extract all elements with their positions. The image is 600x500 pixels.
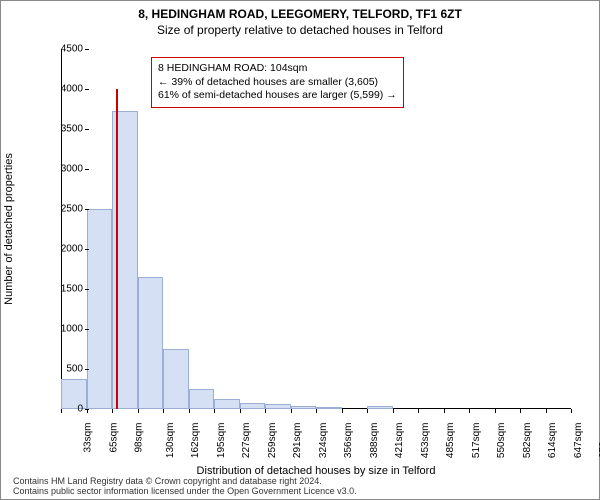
x-tick-mark [265,409,266,413]
y-tick-mark [85,209,89,210]
y-tick-mark [85,129,89,130]
x-tick-label: 130sqm [165,423,176,459]
x-tick-mark [444,409,445,413]
y-axis-label: Number of detached properties [3,153,15,305]
x-tick-label: 517sqm [471,423,482,459]
x-axis-label: Distribution of detached houses by size … [197,465,436,477]
y-tick-mark [85,169,89,170]
x-tick-mark [214,409,215,413]
x-tick-mark [61,409,62,413]
annotation-box: 8 HEDINGHAM ROAD: 104sqm ← 39% of detach… [151,57,404,108]
histogram-bar [367,406,393,409]
annotation-line3: 61% of semi-detached houses are larger (… [158,89,397,103]
histogram-bar [291,406,317,409]
x-tick-mark [495,409,496,413]
x-tick-mark [469,409,470,413]
histogram-bar [138,277,164,409]
x-tick-mark [163,409,164,413]
x-tick-label: 162sqm [190,423,201,459]
y-tick-label: 0 [77,404,83,415]
histogram-bar [87,209,113,409]
x-tick-label: 324sqm [318,423,329,459]
x-tick-mark [393,409,394,413]
x-tick-mark [87,409,88,413]
y-axis-line [61,49,62,409]
x-tick-label: 647sqm [573,423,584,459]
x-tick-label: 98sqm [134,423,145,453]
x-tick-label: 550sqm [496,423,507,459]
chart-title-line1: 8, HEDINGHAM ROAD, LEEGOMERY, TELFORD, T… [1,7,599,21]
x-tick-label: 291sqm [292,423,303,459]
x-tick-label: 421sqm [394,423,405,459]
x-tick-mark [112,409,113,413]
y-tick-label: 2500 [61,204,83,215]
y-tick-label: 1500 [61,284,83,295]
x-tick-mark [240,409,241,413]
x-tick-label: 65sqm [108,423,119,453]
chart-container: 8, HEDINGHAM ROAD, LEEGOMERY, TELFORD, T… [0,0,600,500]
histogram-bar [265,404,291,409]
x-tick-mark [367,409,368,413]
x-tick-label: 33sqm [83,423,94,453]
x-tick-mark [291,409,292,413]
y-tick-mark [85,49,89,50]
y-tick-mark [85,89,89,90]
x-tick-label: 259sqm [267,423,278,459]
histogram-bar [240,403,266,409]
x-tick-label: 453sqm [420,423,431,459]
footer-line2: Contains public sector information licen… [13,487,357,497]
histogram-bar [189,389,215,409]
x-tick-mark [546,409,547,413]
x-tick-mark [342,409,343,413]
x-tick-label: 485sqm [445,423,456,459]
y-tick-label: 500 [66,364,83,375]
x-tick-label: 614sqm [547,423,558,459]
y-tick-label: 4000 [61,84,83,95]
x-tick-mark [189,409,190,413]
x-tick-mark [316,409,317,413]
property-marker-line [116,89,118,409]
x-tick-label: 388sqm [369,423,380,459]
histogram-bar [163,349,189,409]
y-tick-mark [85,369,89,370]
x-tick-label: 582sqm [522,423,533,459]
footer-attribution: Contains HM Land Registry data © Crown c… [13,477,357,497]
y-tick-mark [85,329,89,330]
x-tick-label: 227sqm [241,423,252,459]
plot-area: 8 HEDINGHAM ROAD: 104sqm ← 39% of detach… [61,49,571,409]
x-tick-mark [520,409,521,413]
y-tick-mark [85,289,89,290]
y-tick-label: 2000 [61,244,83,255]
x-tick-mark [418,409,419,413]
y-tick-label: 3000 [61,164,83,175]
x-tick-label: 195sqm [216,423,227,459]
annotation-line1: 8 HEDINGHAM ROAD: 104sqm [158,62,397,76]
y-tick-mark [85,249,89,250]
x-tick-mark [571,409,572,413]
x-tick-mark [138,409,139,413]
annotation-line2: ← 39% of detached houses are smaller (3,… [158,76,397,90]
x-tick-label: 356sqm [343,423,354,459]
y-tick-label: 1000 [61,324,83,335]
y-tick-label: 4500 [61,44,83,55]
histogram-bar [316,407,342,409]
chart-title-line2: Size of property relative to detached ho… [1,23,599,37]
histogram-bar [214,399,240,409]
y-tick-label: 3500 [61,124,83,135]
